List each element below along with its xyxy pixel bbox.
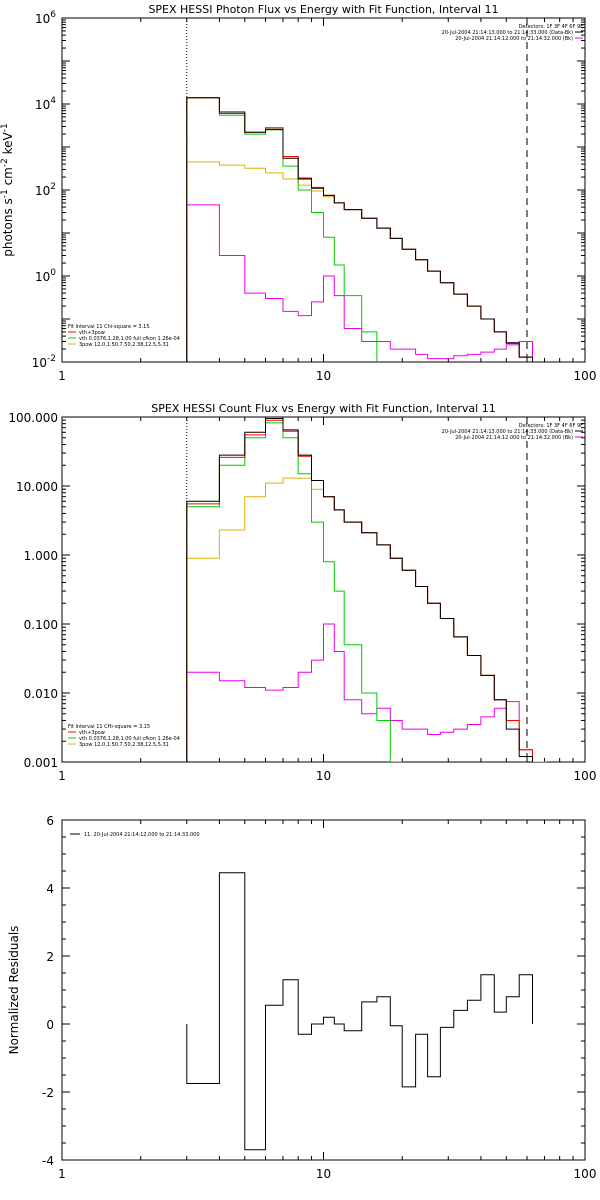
series-line-5 xyxy=(186,477,547,762)
legend-detectors: Detectors: 1F 3F 4F 6F 9F xyxy=(519,423,583,429)
legend-entry: 11. 20-Jul-2004 21:14:12.000 to 21:14:33… xyxy=(84,832,200,838)
legend-entry: 3pow 12.0,1.50,7.50,2.38,12.5,5.31 xyxy=(79,342,169,348)
y-tick-label: 106 xyxy=(35,10,56,26)
series-line-3 xyxy=(186,97,533,362)
y-axis: -4 -2 0 2 4 6 xyxy=(42,814,585,1168)
y-tick-exponent: 4 xyxy=(50,96,56,106)
y-axis-label: Normalized Residuals xyxy=(7,926,21,1055)
y-label-text: photons s xyxy=(1,198,15,257)
y-tick-label: 10-2 xyxy=(32,354,56,370)
x-axis: 1 10 100 xyxy=(58,417,596,783)
y-tick-exponent: -2 xyxy=(47,354,56,364)
plot-frame xyxy=(61,819,586,1161)
series-line-6 xyxy=(186,204,533,362)
legend-entry: 20-Jul-2004 21:14:13.000 to 21:14:33.000… xyxy=(442,30,573,36)
legend-entry: vth 0.0376,1.28,1.00 full cfkon 1.26e-04 xyxy=(79,336,180,342)
series-line-1 xyxy=(186,97,533,362)
series-line-1 xyxy=(186,418,533,762)
plot-area xyxy=(186,97,533,362)
y-tick-base: 10 xyxy=(35,270,50,284)
legend-lower-left: Fit Interval 11 CHi-square = 3.15vth+3po… xyxy=(68,724,180,748)
y-label-exponent: -2 xyxy=(0,158,10,167)
legend-entry: vth+3pow xyxy=(79,330,105,336)
y-label-exponent: -1 xyxy=(0,123,10,132)
x-axis: 1 10 100 xyxy=(58,820,596,1181)
chart-title: SPEX HESSI Photon Flux vs Energy with Fi… xyxy=(148,3,498,16)
legend-entry: 20-Jul-2004 21:14:12.000 to 21:14:32.000… xyxy=(455,435,573,441)
y-tick-base: 10 xyxy=(35,12,50,26)
legend-entry: vth 0.0376,1.28,1.00 full cfkon 1.26e-04 xyxy=(79,736,180,742)
y-tick-label: 0.001 xyxy=(24,756,58,770)
series-line-5 xyxy=(186,161,533,362)
y-tick-label: 4 xyxy=(46,882,54,896)
y-tick-label: 102 xyxy=(35,182,56,198)
legend-entry: Fit Interval 11 Chi-square = 3.15 xyxy=(68,324,150,330)
y-axis-label: photons s-1 cm-2 keV-1 xyxy=(0,123,15,257)
x-tick-label: 10 xyxy=(316,369,331,383)
y-tick-label: 0.100 xyxy=(24,618,58,632)
legend-entry: vth+3pow xyxy=(79,730,105,736)
y-tick-label: -2 xyxy=(42,1086,54,1100)
y-label-text: keV xyxy=(1,131,15,158)
x-tick-label: 1 xyxy=(58,369,66,383)
x-axis: 1 10 100 xyxy=(58,18,596,383)
plot-area xyxy=(186,418,547,762)
y-tick-base: 10 xyxy=(35,184,50,198)
legend-entry: Fit Interval 11 CHi-square = 3.15 xyxy=(68,724,150,730)
y-tick-label: 2 xyxy=(46,950,54,964)
y-tick-label: 0.010 xyxy=(24,687,58,701)
y-tick-exponent: 6 xyxy=(50,10,56,20)
y-label-text: cm xyxy=(1,167,15,189)
y-tick-base: 10 xyxy=(35,98,50,112)
series-line-1 xyxy=(186,872,533,1151)
x-tick-label: 100 xyxy=(574,769,597,783)
x-tick-label: 10 xyxy=(316,1167,331,1181)
legend-entry: 20-Jul-2004 21:14:12.000 to 21:14:32.000… xyxy=(455,36,573,42)
plot-area xyxy=(186,872,533,1151)
legend-lower-left: Fit Interval 11 Chi-square = 3.15vth+3po… xyxy=(68,324,180,348)
y-tick-exponent: 0 xyxy=(50,268,56,278)
y-tick-label: 0 xyxy=(46,1018,54,1032)
y-tick-label: 6 xyxy=(46,814,54,828)
x-tick-label: 100 xyxy=(574,369,597,383)
x-tick-label: 10 xyxy=(316,769,331,783)
y-tick-label: 100 xyxy=(35,268,56,284)
x-tick-label: 100 xyxy=(574,1167,597,1181)
chart-title: SPEX HESSI Count Flux vs Energy with Fit… xyxy=(151,402,495,415)
series-line-3 xyxy=(186,419,533,762)
y-tick-label: 10.000 xyxy=(16,480,58,494)
legend-entry: 3pow 12.0,1.50,7.50,2.38,12.5,5.31 xyxy=(79,742,169,748)
legend-top-left: 11. 20-Jul-2004 21:14:12.000 to 21:14:33… xyxy=(70,832,200,838)
y-tick-label: 104 xyxy=(35,96,56,112)
y-tick-label: 1.000 xyxy=(24,549,58,563)
y-tick-base: 10 xyxy=(32,356,47,370)
legend-entry: 20-Jul-2004 21:14:13.000 to 21:14:33.000… xyxy=(442,429,573,435)
y-tick-label: -4 xyxy=(42,1154,54,1168)
y-axis: 0.001 0.010 0.100 1.000 10.000 100.000 xyxy=(8,411,585,770)
y-tick-label: 100.000 xyxy=(8,411,58,425)
x-tick-label: 1 xyxy=(58,769,66,783)
chart-panel-3: 1 10 100 -4 -2 0 2 4 6 Normalized Residuals 11. 20… xyxy=(7,814,596,1181)
chart-panel-1: SPEX HESSI Photon Flux vs Energy with Fi… xyxy=(0,3,596,383)
chart-panel-2: SPEX HESSI Count Flux vs Energy with Fit… xyxy=(8,402,596,783)
legend-detectors: Detectors: 1F 3F 4F 6F 9F xyxy=(519,24,583,30)
y-label-exponent: -1 xyxy=(0,189,10,198)
x-tick-label: 1 xyxy=(58,1167,66,1181)
y-tick-exponent: 2 xyxy=(50,182,56,192)
